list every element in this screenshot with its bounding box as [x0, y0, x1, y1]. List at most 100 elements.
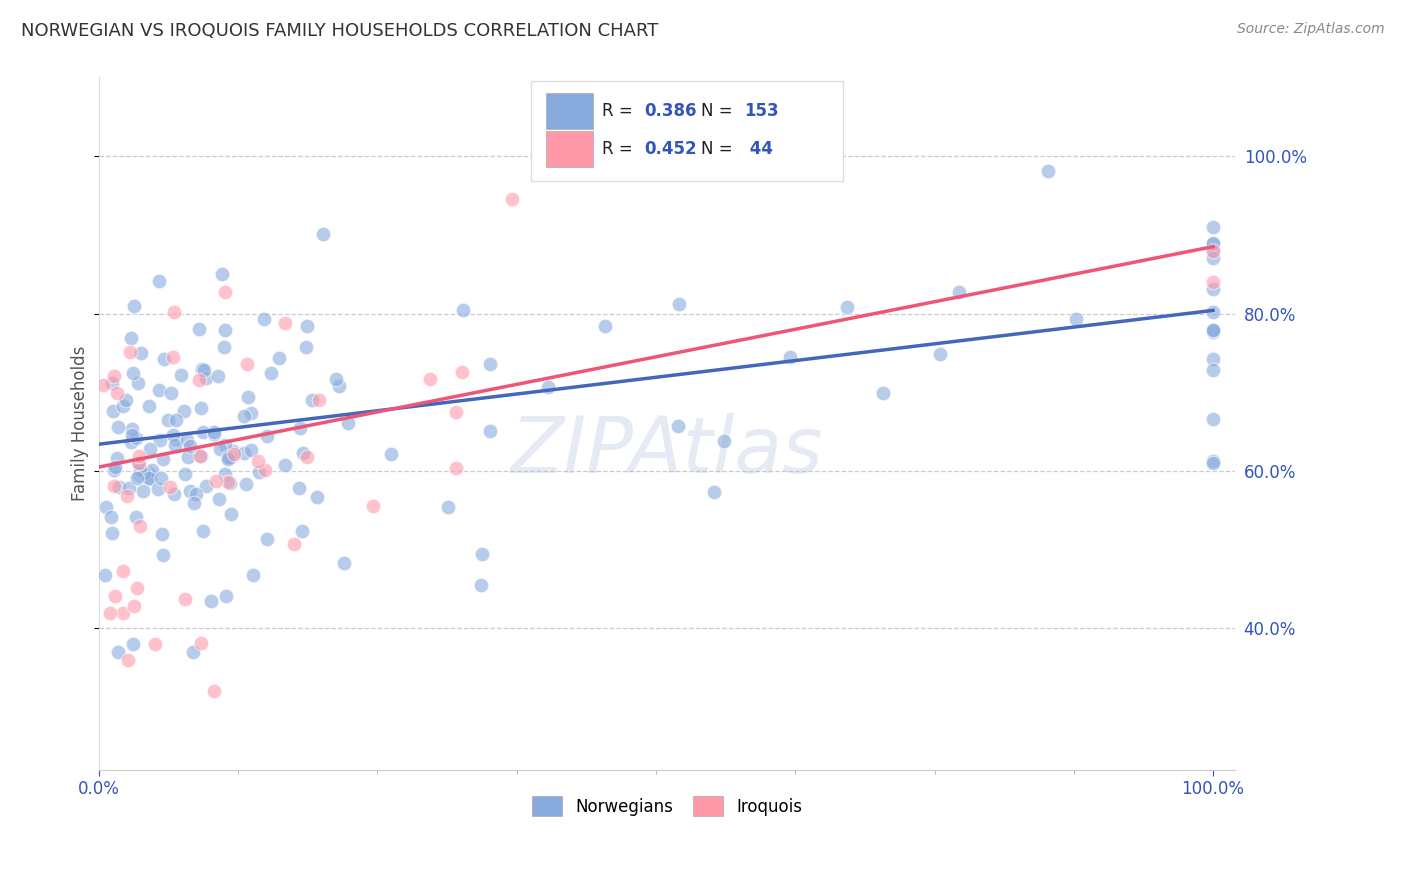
Point: [713, 434, 735, 449]
Point: [143, 637, 166, 651]
Point: [152, 451, 174, 466]
Point: [165, 432, 187, 446]
Point: [193, 524, 215, 538]
Point: [295, 318, 318, 333]
Point: [128, 518, 150, 533]
Point: [337, 416, 360, 430]
Point: [837, 300, 859, 314]
FancyBboxPatch shape: [546, 93, 593, 128]
Point: [152, 351, 174, 366]
Point: [247, 454, 270, 468]
Point: [165, 413, 187, 427]
Point: [179, 483, 201, 498]
Point: [139, 472, 162, 486]
Point: [128, 449, 150, 463]
Point: [478, 424, 501, 438]
Point: [274, 458, 297, 473]
Text: 0.452: 0.452: [644, 140, 697, 158]
Point: [141, 463, 163, 477]
Point: [211, 267, 233, 281]
Point: [214, 323, 236, 337]
Point: [235, 477, 257, 491]
Point: [129, 463, 152, 477]
Point: [214, 285, 236, 299]
Point: [361, 499, 384, 513]
Point: [446, 461, 468, 475]
Point: [291, 524, 314, 538]
Point: [214, 467, 236, 481]
Point: [256, 429, 278, 443]
Point: [215, 590, 238, 604]
Point: [668, 419, 690, 434]
Point: [260, 366, 283, 380]
Point: [297, 450, 319, 465]
Point: [236, 358, 259, 372]
Point: [121, 422, 143, 436]
Point: [202, 684, 225, 698]
Point: [419, 372, 441, 386]
Point: [451, 365, 474, 379]
Point: [471, 547, 494, 561]
Point: [200, 594, 222, 608]
Point: [193, 363, 215, 377]
Point: [1202, 252, 1225, 266]
Point: [205, 474, 228, 488]
Point: [1202, 243, 1225, 257]
Point: [1202, 322, 1225, 336]
Point: [125, 471, 148, 485]
Point: [148, 274, 170, 288]
Point: [163, 305, 186, 319]
Legend: Norwegians, Iroquois: Norwegians, Iroquois: [523, 788, 811, 824]
Point: [593, 318, 616, 333]
Point: [104, 589, 127, 603]
Point: [1064, 311, 1087, 326]
Point: [190, 450, 212, 464]
Text: R =: R =: [602, 102, 638, 120]
Point: [148, 383, 170, 397]
Point: [219, 450, 242, 465]
Point: [332, 556, 354, 570]
Point: [238, 390, 260, 404]
Point: [173, 591, 195, 606]
Point: [305, 491, 328, 505]
Point: [160, 385, 183, 400]
Point: [217, 450, 239, 465]
Point: [242, 568, 264, 582]
Point: [668, 296, 690, 310]
Point: [1202, 363, 1225, 377]
Point: [301, 392, 323, 407]
Point: [1202, 237, 1225, 252]
Point: [214, 438, 236, 452]
Text: 0.386: 0.386: [644, 102, 697, 120]
Point: [283, 536, 305, 550]
Point: [308, 392, 330, 407]
Point: [218, 475, 240, 490]
Point: [1038, 163, 1060, 178]
Point: [1202, 275, 1225, 289]
Point: [177, 450, 200, 465]
Point: [872, 385, 894, 400]
Point: [779, 350, 801, 364]
Point: [224, 447, 246, 461]
Point: [173, 404, 195, 418]
Point: [176, 433, 198, 447]
Point: [247, 465, 270, 479]
Point: [120, 434, 142, 449]
Point: [221, 443, 243, 458]
Point: [194, 370, 217, 384]
Point: [232, 409, 254, 423]
Point: [149, 434, 172, 448]
Point: [94, 567, 117, 582]
Point: [152, 549, 174, 563]
Point: [128, 456, 150, 470]
Point: [181, 645, 204, 659]
Point: [239, 443, 262, 458]
Point: [325, 372, 347, 386]
Point: [150, 527, 173, 541]
Text: NORWEGIAN VS IROQUOIS FAMILY HOUSEHOLDS CORRELATION CHART: NORWEGIAN VS IROQUOIS FAMILY HOUSEHOLDS …: [21, 22, 658, 40]
Text: N =: N =: [702, 102, 738, 120]
Point: [202, 425, 225, 439]
Text: N =: N =: [702, 140, 738, 158]
Point: [121, 427, 143, 442]
Text: 44: 44: [744, 140, 773, 158]
